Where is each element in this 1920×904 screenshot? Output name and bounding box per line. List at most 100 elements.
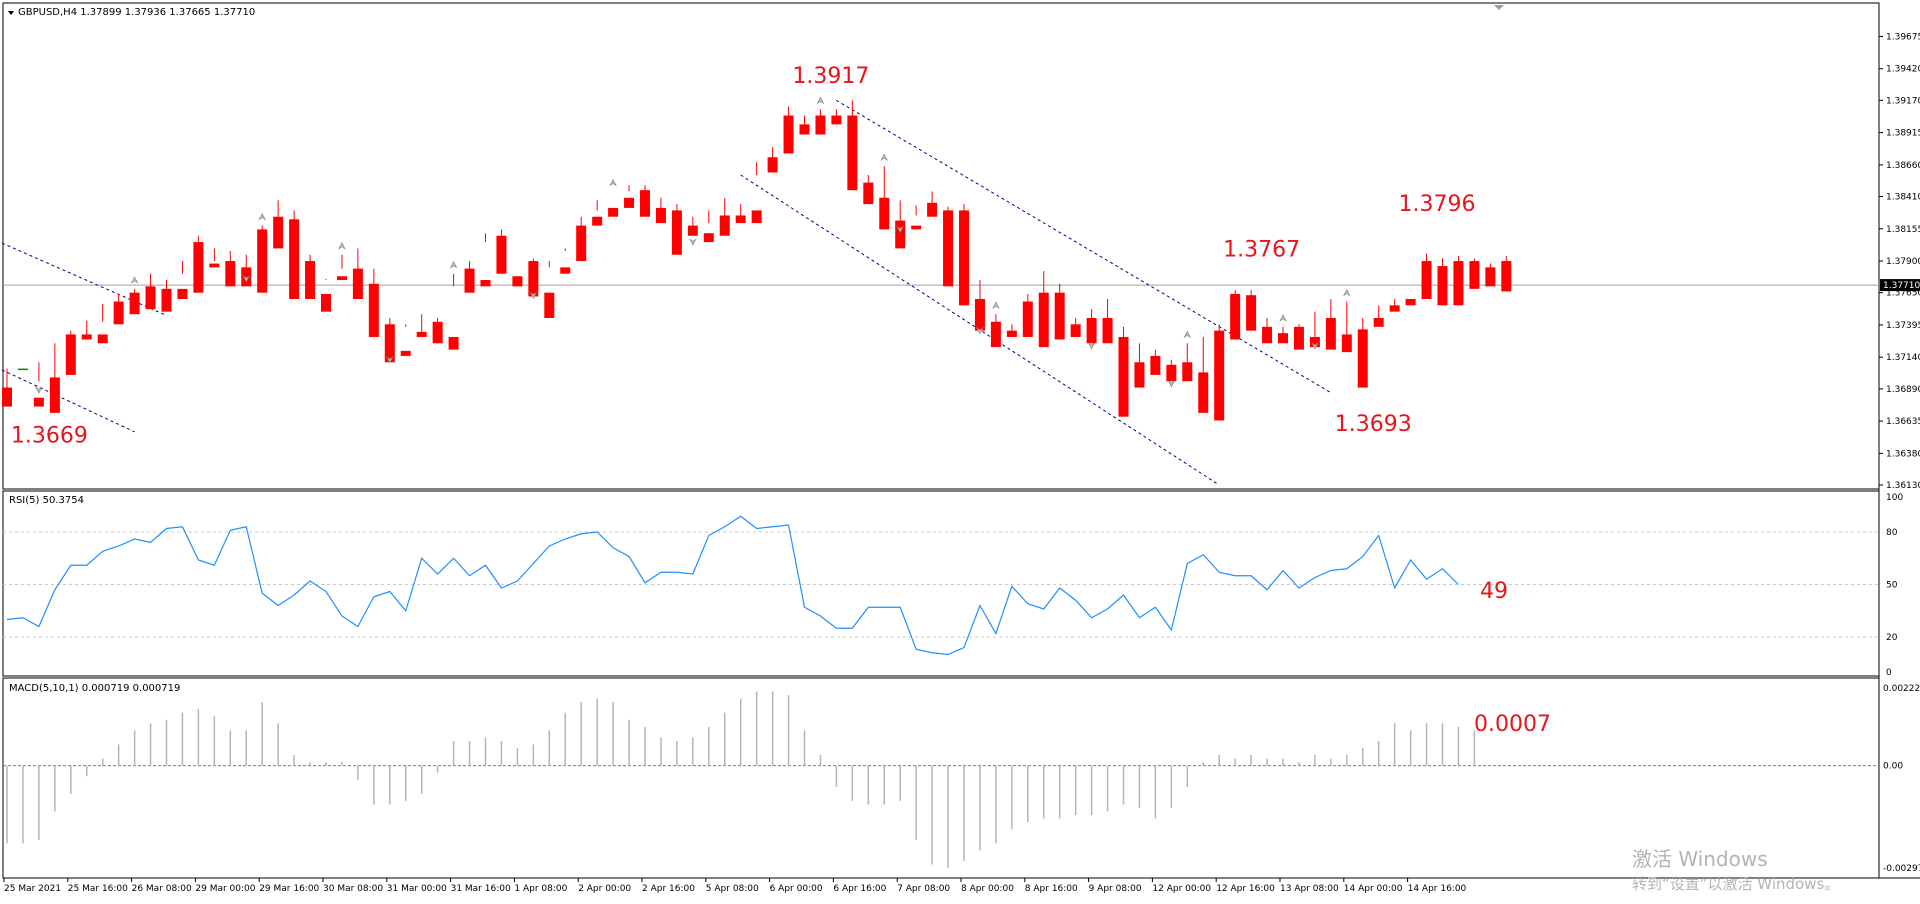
candle[interactable]: [17, 368, 28, 371]
candle[interactable]: [703, 210, 714, 243]
candle[interactable]: [576, 216, 587, 262]
candle[interactable]: [273, 200, 284, 249]
candle[interactable]: [1182, 343, 1193, 382]
candle[interactable]: [1421, 253, 1432, 299]
candle[interactable]: [65, 330, 76, 375]
candle[interactable]: [97, 304, 108, 344]
candle[interactable]: [847, 100, 858, 191]
rsi-pane[interactable]: [2, 490, 1880, 677]
candle[interactable]: [432, 317, 443, 344]
candle[interactable]: [305, 254, 316, 299]
candle[interactable]: [783, 106, 794, 154]
candle[interactable]: [1373, 305, 1384, 327]
chart-shift-marker-icon[interactable]: [1494, 5, 1504, 10]
candle[interactable]: [640, 185, 650, 217]
candle[interactable]: [959, 204, 969, 306]
channel-trendline[interactable]: [0, 365, 135, 433]
macd-pane[interactable]: [2, 677, 1880, 879]
candle[interactable]: [1054, 283, 1065, 340]
candle[interactable]: [831, 109, 842, 125]
candle[interactable]: [1022, 293, 1033, 337]
candle[interactable]: [81, 320, 92, 340]
candle[interactable]: [416, 314, 427, 337]
candle[interactable]: [1262, 317, 1273, 344]
candle[interactable]: [1293, 324, 1304, 350]
candle[interactable]: [1325, 299, 1336, 350]
candle[interactable]: [1357, 317, 1368, 388]
candle[interactable]: [1038, 271, 1049, 348]
candle[interactable]: [655, 197, 666, 224]
candle[interactable]: [927, 191, 938, 217]
candle[interactable]: [448, 273, 459, 350]
candle[interactable]: [225, 250, 236, 287]
candle[interactable]: [544, 261, 555, 318]
candle[interactable]: [799, 115, 810, 135]
candle[interactable]: [1166, 359, 1177, 382]
candle[interactable]: [33, 362, 44, 407]
candle[interactable]: [719, 197, 730, 236]
candle[interactable]: [943, 206, 954, 287]
candle[interactable]: [767, 147, 778, 173]
candle[interactable]: [1246, 290, 1257, 331]
candle[interactable]: [336, 254, 347, 281]
channel-trendline[interactable]: [0, 238, 167, 316]
candle[interactable]: [735, 204, 746, 224]
candle[interactable]: [1214, 324, 1225, 421]
candle[interactable]: [1230, 290, 1241, 340]
candle[interactable]: [1278, 326, 1288, 344]
candle[interactable]: [209, 248, 220, 268]
candle[interactable]: [480, 233, 491, 287]
candle[interactable]: [1118, 326, 1129, 417]
chart-menu-triangle-icon[interactable]: [8, 11, 14, 15]
candle[interactable]: [863, 175, 874, 205]
candle[interactable]: [608, 191, 619, 217]
candle[interactable]: [2, 368, 12, 407]
price-pane[interactable]: [2, 2, 1880, 490]
candle[interactable]: [177, 261, 188, 299]
candle[interactable]: [624, 185, 635, 208]
candle[interactable]: [592, 200, 603, 226]
candle[interactable]: [1501, 255, 1512, 292]
candle[interactable]: [161, 280, 172, 312]
candle[interactable]: [879, 166, 890, 230]
candle[interactable]: [671, 204, 682, 255]
candle[interactable]: [321, 278, 331, 312]
candle[interactable]: [1437, 258, 1448, 306]
candle[interactable]: [352, 248, 363, 299]
candle[interactable]: [911, 205, 922, 230]
candle[interactable]: [974, 280, 985, 331]
candle[interactable]: [49, 343, 60, 413]
candle[interactable]: [464, 261, 475, 293]
candle[interactable]: [687, 216, 698, 236]
candle[interactable]: [400, 324, 411, 356]
candle[interactable]: [815, 109, 826, 135]
candle[interactable]: [368, 268, 379, 337]
candle[interactable]: [1198, 336, 1209, 413]
candle[interactable]: [1006, 324, 1017, 337]
candle[interactable]: [1150, 349, 1161, 375]
candle[interactable]: [145, 273, 156, 310]
candle[interactable]: [241, 254, 252, 287]
candle[interactable]: [560, 248, 571, 274]
candle[interactable]: [1485, 263, 1496, 287]
candle[interactable]: [528, 258, 539, 297]
candle[interactable]: [1341, 301, 1352, 353]
candle[interactable]: [1405, 280, 1416, 306]
candle[interactable]: [1102, 299, 1113, 344]
candle[interactable]: [1469, 258, 1480, 289]
candle[interactable]: [990, 314, 1001, 348]
candle[interactable]: [751, 162, 762, 224]
candle[interactable]: [113, 293, 124, 325]
candle[interactable]: [1453, 255, 1464, 306]
candle[interactable]: [512, 261, 523, 287]
candle[interactable]: [1309, 311, 1320, 348]
candle[interactable]: [1070, 317, 1081, 337]
candle[interactable]: [496, 229, 507, 274]
candle[interactable]: [257, 225, 268, 293]
candle[interactable]: [1389, 299, 1400, 312]
candle[interactable]: [1086, 309, 1097, 344]
candle[interactable]: [289, 210, 300, 299]
candle[interactable]: [1134, 343, 1145, 388]
